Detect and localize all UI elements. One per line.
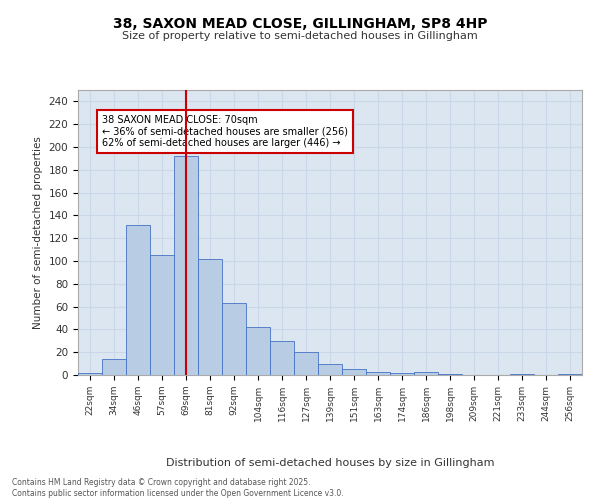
Text: Contains HM Land Registry data © Crown copyright and database right 2025.
Contai: Contains HM Land Registry data © Crown c…	[12, 478, 344, 498]
Bar	[390, 372, 414, 375]
Bar	[270, 341, 294, 375]
Bar	[510, 374, 534, 375]
Bar	[102, 359, 126, 375]
Bar	[294, 352, 318, 375]
Bar	[198, 258, 222, 375]
Bar	[174, 156, 198, 375]
Bar	[558, 374, 582, 375]
Y-axis label: Number of semi-detached properties: Number of semi-detached properties	[33, 136, 43, 329]
Text: 38, SAXON MEAD CLOSE, GILLINGHAM, SP8 4HP: 38, SAXON MEAD CLOSE, GILLINGHAM, SP8 4H…	[113, 18, 487, 32]
Bar	[438, 374, 462, 375]
Bar	[78, 372, 102, 375]
Bar	[318, 364, 342, 375]
Bar	[126, 224, 150, 375]
Bar	[246, 327, 270, 375]
Text: 38 SAXON MEAD CLOSE: 70sqm
← 36% of semi-detached houses are smaller (256)
62% o: 38 SAXON MEAD CLOSE: 70sqm ← 36% of semi…	[102, 115, 348, 148]
Text: Size of property relative to semi-detached houses in Gillingham: Size of property relative to semi-detach…	[122, 31, 478, 41]
Bar	[222, 303, 246, 375]
Bar	[342, 370, 366, 375]
Bar	[366, 372, 390, 375]
Bar	[150, 256, 174, 375]
Text: Distribution of semi-detached houses by size in Gillingham: Distribution of semi-detached houses by …	[166, 458, 494, 468]
Bar	[414, 372, 438, 375]
